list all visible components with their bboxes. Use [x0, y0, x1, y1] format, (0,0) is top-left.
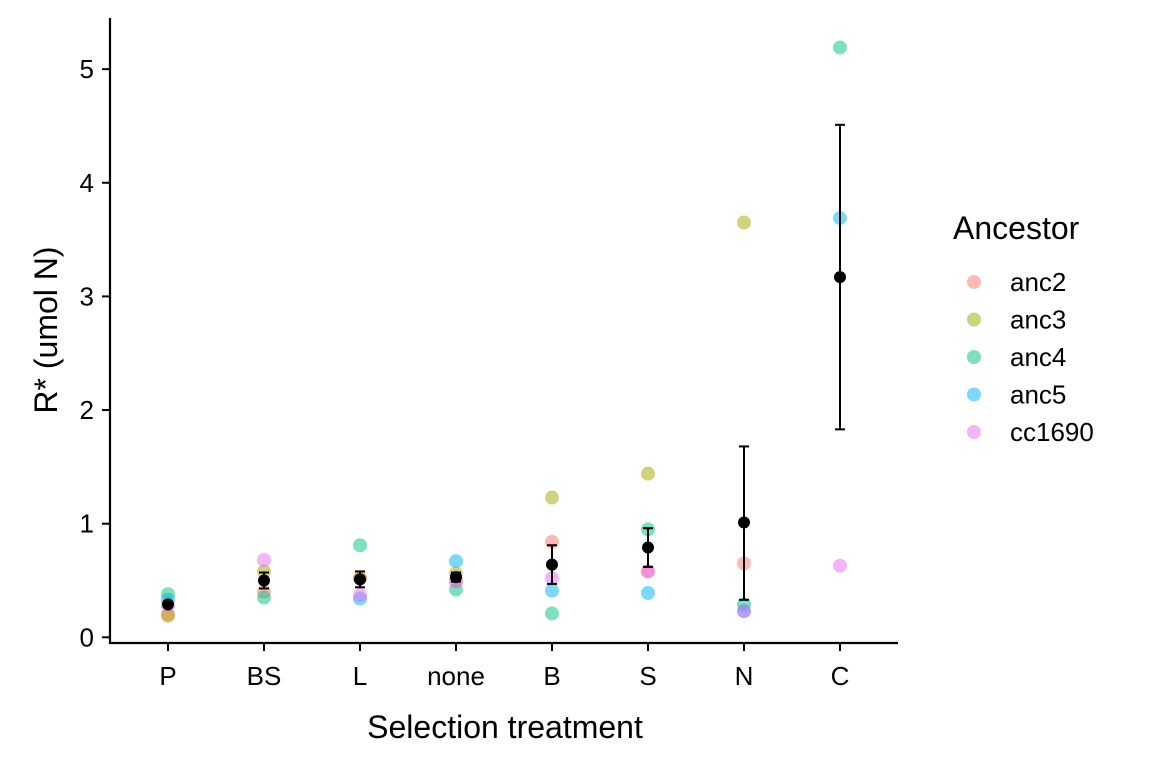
x-tick-label: none: [427, 661, 485, 691]
data-point-cc1690: [257, 553, 271, 568]
data-point-anc5: [641, 586, 655, 600]
data-point-anc3: [257, 564, 271, 579]
mean-point: [546, 558, 558, 571]
data-point-anc3: [641, 466, 655, 481]
mean-point: [834, 271, 846, 284]
y-tick-label: 5: [80, 54, 94, 84]
x-axis-title: Selection treatment: [367, 709, 643, 745]
data-point-cc1690: [737, 604, 751, 619]
summary-layer: [162, 123, 846, 611]
data-point-anc4: [545, 606, 559, 621]
x-tick-label: L: [353, 661, 367, 691]
x-tick-label: P: [159, 661, 176, 691]
data-point-anc4: [257, 590, 271, 605]
legend-label: anc4: [1010, 342, 1066, 372]
y-tick-label: 2: [80, 395, 94, 425]
data-point-anc4: [833, 40, 847, 55]
y-tick-label: 1: [80, 509, 94, 539]
legend-key-anc2: [967, 275, 981, 289]
mean-point: [450, 571, 462, 584]
mean-point: [738, 516, 750, 529]
data-points: [161, 40, 847, 623]
x-tick-label: S: [639, 661, 656, 691]
mean-point: [258, 574, 270, 587]
legend-key-anc3: [967, 312, 981, 327]
legend-label: anc2: [1010, 267, 1066, 297]
legend-label: cc1690: [1010, 417, 1094, 447]
x-tick-label: B: [543, 661, 560, 691]
data-point-anc5: [545, 583, 559, 598]
data-point-anc3: [737, 215, 751, 230]
y-axis-title: R* (umol N): [28, 246, 64, 413]
data-point-anc3: [545, 490, 559, 505]
y-tick-label: 3: [80, 281, 94, 311]
legend-label: anc5: [1010, 380, 1066, 410]
data-point-anc5: [449, 554, 463, 569]
legend: Ancestor anc2 anc3 anc4 anc5 cc1690: [953, 210, 1094, 447]
data-point-cc1690: [353, 588, 367, 603]
x-tick-label: N: [735, 661, 754, 691]
data-point-cc1690: [833, 558, 847, 573]
y-tick-label: 4: [80, 168, 94, 198]
mean-point: [162, 598, 174, 611]
legend-key-cc1690: [967, 425, 981, 439]
data-point-cc1690: [641, 564, 655, 579]
mean-point: [642, 541, 654, 554]
mean-point: [354, 573, 366, 586]
y-tick-label: 0: [80, 622, 94, 652]
legend-key-anc4: [967, 350, 981, 364]
data-point-anc3: [161, 608, 175, 623]
x-tick-label: BS: [247, 661, 282, 691]
x-tick-label: C: [831, 661, 850, 691]
data-point-anc4: [353, 538, 367, 553]
legend-label: anc3: [1010, 305, 1066, 335]
legend-title: Ancestor: [953, 210, 1080, 246]
legend-key-anc5: [967, 387, 981, 402]
